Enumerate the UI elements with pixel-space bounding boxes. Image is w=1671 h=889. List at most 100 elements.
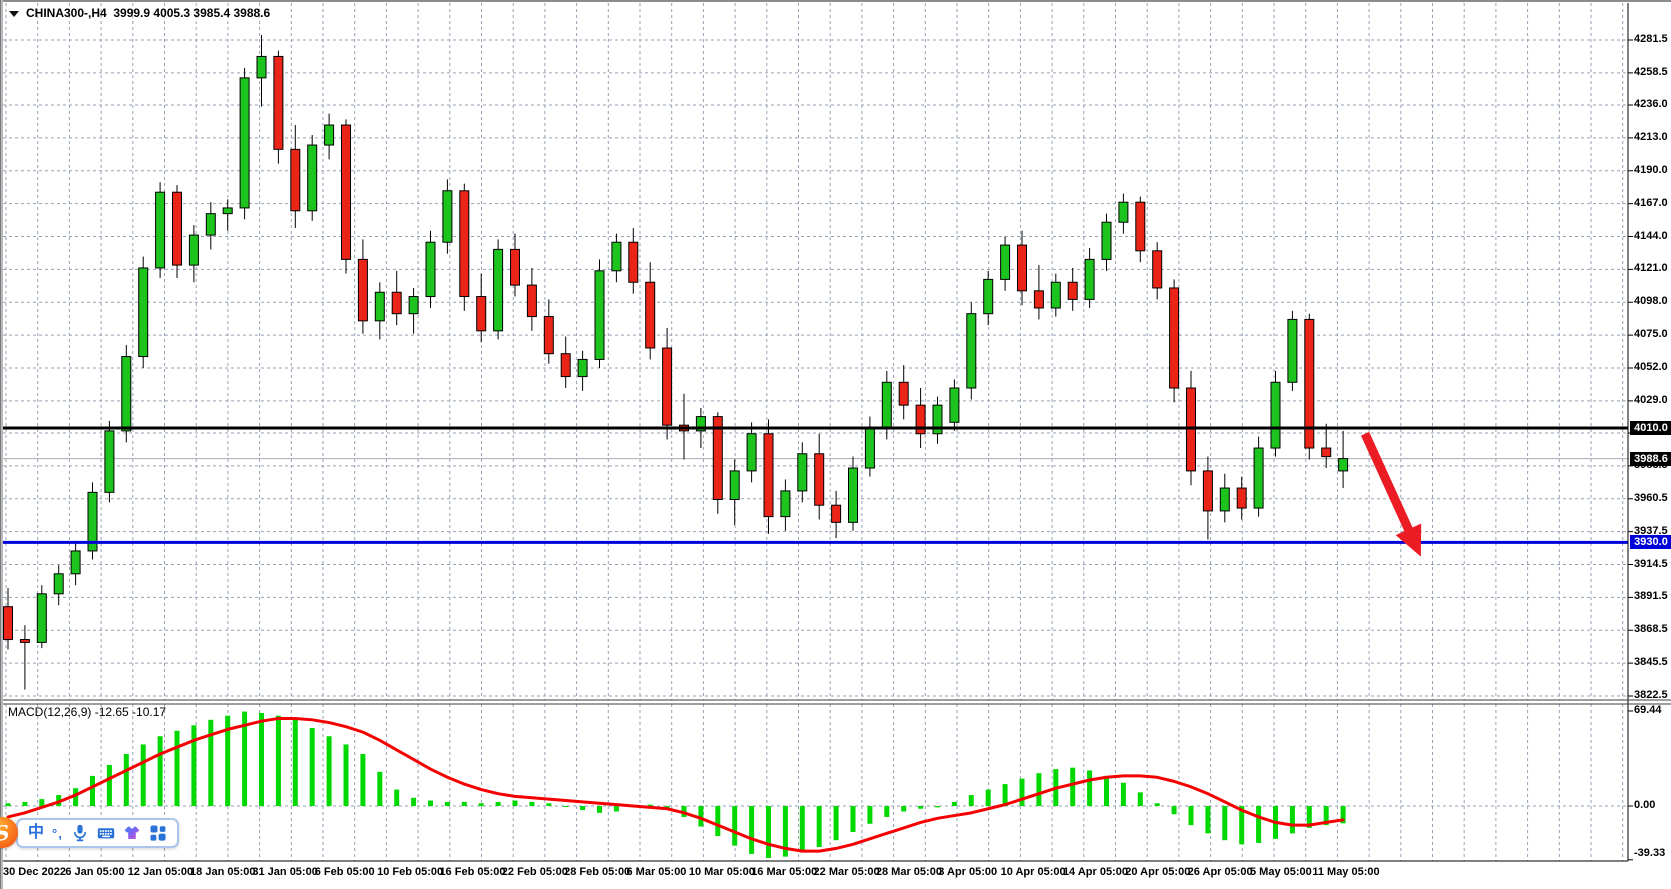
price-badge: 4010.0: [1630, 421, 1671, 436]
macd-tick-label: 0.00: [1634, 799, 1656, 811]
price-tick-label: 4121.0: [1634, 262, 1668, 275]
time-tick-label: 10 Feb 05:00: [377, 866, 444, 878]
time-tick-label: 28 Mar 05:00: [875, 866, 942, 878]
bull-candle: [205, 213, 216, 236]
bull-candle: [307, 144, 318, 212]
bull-candle: [1101, 221, 1112, 260]
macd-signal-line: [6, 716, 1345, 853]
bear-candle: [1236, 487, 1247, 509]
bull-candle: [695, 416, 706, 432]
bull-candle: [1338, 458, 1349, 472]
time-tick-label: 12 Jan 05:00: [127, 866, 194, 878]
ime-pill: 中 °,: [16, 818, 179, 848]
bear-candle: [1202, 470, 1213, 512]
bull-candle: [493, 248, 504, 332]
bear-candle: [3, 606, 13, 641]
time-axis[interactable]: 30 Dec 2022 6 Jan 05:00 12 Jan 05:00 18 Jan…: [0, 864, 1671, 889]
bull-candle: [1050, 281, 1061, 309]
bull-candle: [1118, 201, 1129, 223]
bear-candle: [712, 416, 723, 500]
bear-candle: [290, 148, 301, 212]
time-tick-label: 10 Apr 05:00: [1000, 866, 1066, 878]
macd-histogram: [5, 711, 1346, 858]
bull-candle: [1219, 487, 1230, 512]
macd-tick-label: 69.44: [1634, 704, 1662, 716]
ime-chinese-mode-button[interactable]: 中: [28, 824, 45, 841]
toolbox-grid-icon: [150, 825, 166, 841]
bull-candle: [797, 453, 808, 492]
bull-candle: [138, 267, 149, 358]
bull-candle: [594, 270, 605, 360]
bear-candle: [1017, 244, 1027, 292]
ime-toolbox-button[interactable]: [149, 824, 167, 842]
time-tick-label: 11 May 05:00: [1312, 866, 1380, 878]
bull-candle: [442, 190, 453, 243]
window-left-edge: [0, 0, 3, 889]
bull-candle: [239, 77, 250, 209]
bear-candle: [1321, 447, 1332, 458]
time-tick-label: 30 Dec 2022: [3, 866, 66, 878]
bear-candle: [645, 281, 656, 349]
bear-candle: [1304, 318, 1315, 449]
bull-candle: [1084, 258, 1095, 300]
price-tick-label: 4281.5: [1634, 33, 1668, 45]
price-tick-label: 4236.0: [1634, 98, 1668, 111]
bull-candle: [848, 467, 858, 523]
bull-candle: [881, 381, 892, 429]
bull-candle: [324, 124, 335, 146]
bull-candle: [577, 358, 588, 378]
time-tick-label: 6 Feb 05:00: [314, 866, 375, 878]
bull-candle: [104, 430, 115, 493]
bear-candle: [172, 191, 182, 266]
ime-voice-button[interactable]: [71, 824, 89, 842]
price-tick-label: 3960.5: [1634, 491, 1668, 504]
price-tick-label: 4029.0: [1634, 393, 1668, 406]
bull-candle: [222, 207, 233, 215]
time-tick-label: 22 Feb 05:00: [501, 866, 568, 878]
time-tick-label: 3 Apr 05:00: [938, 866, 998, 878]
price-tick-label: 4144.0: [1634, 229, 1668, 242]
bull-candle: [121, 356, 132, 432]
bull-candle: [408, 296, 419, 315]
price-tick-label: 3891.5: [1634, 590, 1668, 603]
price-tick-label: 4052.0: [1634, 361, 1668, 373]
chart-frame: [0, 3, 1671, 862]
bull-candle: [1253, 447, 1264, 509]
ime-punctuation-button[interactable]: °,: [52, 825, 63, 841]
bull-candle: [374, 291, 385, 322]
annotation-arrow[interactable]: [1360, 431, 1422, 557]
bear-candle: [543, 316, 554, 355]
price-badge: 3988.6: [1630, 451, 1671, 466]
symbol-ohlc-text: CHINA300-,H4 3999.9 4005.3 3985.4 3988.6: [26, 6, 271, 20]
bear-candle: [1067, 281, 1078, 300]
bull-candle: [746, 433, 757, 472]
price-badge: 3930.0: [1630, 535, 1671, 550]
price-tick-label: 4167.0: [1634, 196, 1668, 209]
bear-candle: [341, 124, 351, 260]
bull-candle: [780, 490, 791, 518]
bull-candle: [155, 191, 166, 269]
price-tick-label: 3937.5: [1634, 524, 1668, 537]
sogou-logo-icon[interactable]: S: [0, 817, 18, 848]
bear-candle: [915, 404, 926, 435]
time-tick-label: 31 Jan 05:00: [252, 866, 318, 878]
bear-candle: [662, 347, 673, 426]
price-tick-label: 4190.0: [1634, 163, 1668, 176]
ime-skin-button[interactable]: [123, 824, 141, 842]
time-tick-label: 18 Jan 05:00: [190, 866, 256, 878]
time-tick-label: 26 Apr 05:00: [1187, 866, 1253, 878]
symbol-dropdown-icon[interactable]: [9, 10, 19, 17]
bull-candle: [1287, 318, 1298, 383]
macd-indicator-label: MACD(12,26,9) -12.65 -10.17: [8, 705, 167, 719]
macd-axis: 69.44 0.00 -39.33: [1632, 0, 1671, 889]
bear-candle: [831, 504, 842, 523]
bear-candle: [560, 353, 571, 378]
bull-candle: [949, 387, 960, 423]
price-axis[interactable]: 4281.5 4258.5 4236.0 4213.0 4190.0 4167.0 4144…: [1630, 0, 1671, 861]
ime-keyboard-button[interactable]: [97, 824, 115, 842]
bull-candle: [256, 55, 267, 79]
bull-candle: [983, 278, 994, 315]
bull-candle: [1000, 244, 1011, 280]
time-tick-label: 10 Mar 05:00: [688, 866, 755, 878]
